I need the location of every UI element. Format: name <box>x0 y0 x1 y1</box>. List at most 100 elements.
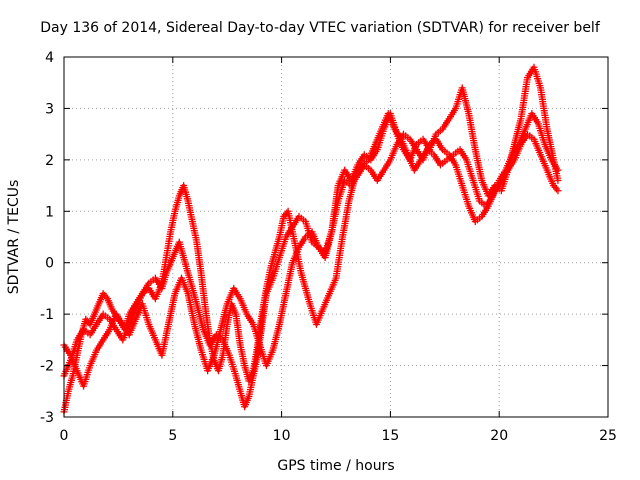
marker-trail <box>87 348 100 367</box>
marker-trail <box>363 163 373 172</box>
data-point <box>554 176 562 184</box>
marker-trail <box>147 276 157 286</box>
marker-trail <box>87 323 99 337</box>
marker-trail <box>440 117 452 131</box>
marker-trail <box>197 271 209 311</box>
marker-trail <box>441 147 451 157</box>
data-series <box>60 63 562 416</box>
marker-trail <box>158 256 170 285</box>
marker-trail <box>244 312 256 326</box>
marker-trail <box>91 302 102 316</box>
marker-trail <box>61 390 72 414</box>
series-track-b <box>60 110 562 385</box>
marker-trail <box>398 138 411 156</box>
marker-trail <box>326 276 339 295</box>
marker-trail <box>420 143 433 162</box>
marker-trail <box>270 256 283 280</box>
marker-trail <box>178 276 191 295</box>
data-point <box>554 187 562 195</box>
marker-trail <box>237 343 248 367</box>
marker-trail <box>83 317 93 327</box>
marker-trail <box>233 374 244 393</box>
marker-trail <box>185 199 196 223</box>
marker-trail <box>246 369 256 383</box>
marker-trail <box>387 143 400 162</box>
marker-trail <box>146 323 158 342</box>
marker-trail <box>269 323 283 352</box>
marker-trail <box>465 112 479 151</box>
marker-trail <box>163 261 174 275</box>
y-tick-label: 2 <box>45 153 54 169</box>
marker-trail <box>94 338 106 352</box>
marker-trail <box>205 354 217 372</box>
marker-trail <box>193 302 207 331</box>
marker-trail <box>447 153 458 167</box>
marker-trail <box>309 230 322 249</box>
marker-trail <box>126 318 139 336</box>
y-tick-label: 1 <box>45 204 54 220</box>
marker-trail <box>505 158 517 172</box>
marker-trail <box>101 312 111 322</box>
marker-trail <box>101 291 110 301</box>
y-tick-label: -3 <box>40 410 54 426</box>
marker-trail <box>250 343 261 372</box>
marker-trail <box>470 179 483 203</box>
marker-trail <box>298 271 309 290</box>
marker-trail <box>385 112 398 131</box>
marker-trail <box>232 312 244 347</box>
marker-trail <box>478 199 488 208</box>
marker-trail <box>457 148 469 162</box>
marker-trail <box>313 307 326 326</box>
marker-trail <box>343 178 353 188</box>
marker-trail <box>101 328 112 342</box>
marker-trail <box>415 137 425 147</box>
marker-trail <box>542 143 554 162</box>
marker-trail <box>152 282 165 300</box>
x-axis-label: GPS time / hours <box>277 458 394 474</box>
marker-trail <box>133 292 145 311</box>
marker-trail <box>141 286 151 296</box>
marker-trail <box>511 117 524 146</box>
marker-trail <box>402 132 412 142</box>
marker-trail <box>302 287 313 306</box>
marker-trail <box>304 230 314 239</box>
marker-trail <box>320 292 332 311</box>
marker-trail <box>339 199 353 239</box>
marker-trail <box>538 153 550 172</box>
marker-trail <box>526 132 536 142</box>
marker-trail <box>237 297 250 316</box>
marker-trail <box>531 66 544 90</box>
marker-trail <box>549 158 561 172</box>
marker-trail <box>332 235 346 280</box>
marker-trail <box>211 328 224 357</box>
marker-trail <box>258 287 270 316</box>
marker-trail <box>447 107 458 121</box>
marker-trail <box>281 209 291 219</box>
marker-trail <box>531 138 544 156</box>
x-tick-label: 10 <box>273 428 291 444</box>
marker-trail <box>452 147 462 157</box>
y-tick-label: -1 <box>40 307 54 323</box>
marker-trail <box>372 127 385 146</box>
marker-trail <box>180 256 191 275</box>
marker-trail <box>139 302 152 326</box>
marker-trail <box>217 302 231 331</box>
marker-trail <box>167 210 178 234</box>
marker-trail <box>80 364 93 388</box>
data-point <box>554 166 562 174</box>
marker-trail <box>551 183 560 193</box>
marker-trail <box>412 158 424 172</box>
marker-trail <box>289 246 302 264</box>
marker-trail <box>263 348 276 367</box>
y-tick-label: -2 <box>40 359 54 375</box>
x-tick-label: 25 <box>599 428 617 444</box>
plot-frame <box>63 56 609 418</box>
marker-trail <box>231 287 243 301</box>
y-tick-label: 3 <box>45 101 54 117</box>
marker-trail <box>189 220 200 244</box>
marker-trail <box>297 214 307 224</box>
marker-trail <box>485 189 498 208</box>
marker-trail <box>168 251 178 265</box>
marker-trail <box>61 359 74 378</box>
marker-trail <box>202 307 213 342</box>
